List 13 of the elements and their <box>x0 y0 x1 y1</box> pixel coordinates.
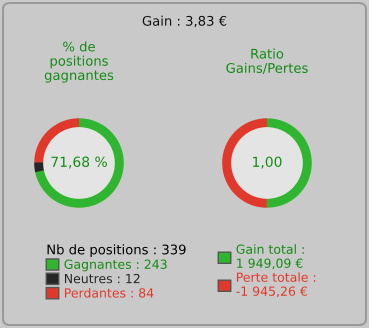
legend-label: Perdantes : 84 <box>64 288 154 298</box>
donut-slice <box>34 162 44 172</box>
legend-label: Gain total : 1 949,09 € <box>236 244 304 270</box>
legend-label: Neutres : 12 <box>64 274 140 284</box>
legend-label: Gagnantes : 243 <box>64 259 167 272</box>
text: Gain : 3,83 € <box>142 16 226 28</box>
legend-title: Nb de positions : 339 <box>48 244 186 258</box>
text: 71,68 % <box>51 156 107 168</box>
legend-label: Perte totale : -1 945,26 € <box>236 272 316 298</box>
chart-title: % de positions gagnantes <box>44 41 114 83</box>
text: 1,00 <box>253 156 282 168</box>
chart-title: Ratio Gains/Pertes <box>226 48 308 74</box>
donut-slice <box>35 118 124 208</box>
